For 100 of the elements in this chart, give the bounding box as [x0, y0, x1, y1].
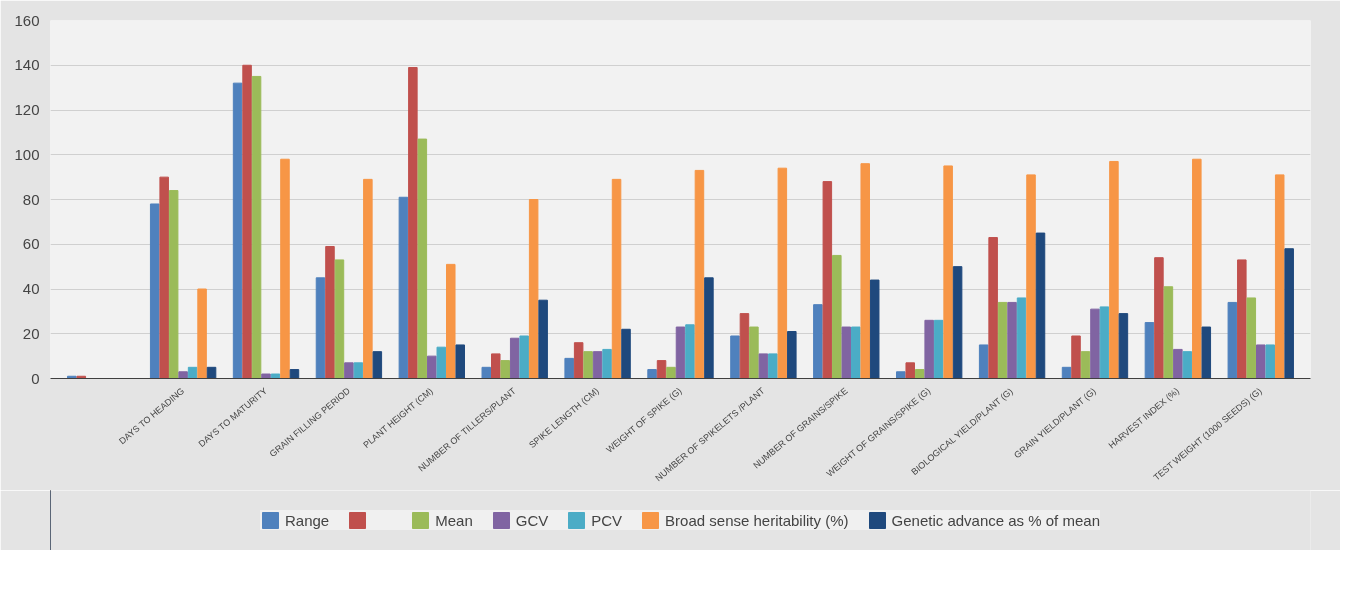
bar: [1118, 313, 1129, 379]
bar: [1099, 306, 1110, 379]
bar: [813, 304, 823, 379]
bar: [398, 196, 409, 379]
bar: [509, 337, 520, 379]
bar: [538, 299, 548, 379]
bar: [1256, 344, 1266, 379]
bar: [344, 362, 354, 379]
bar: [943, 165, 953, 379]
bar: [860, 163, 870, 379]
bar: [933, 319, 944, 379]
bar: [592, 351, 603, 379]
bar: [232, 82, 243, 379]
bar: [436, 346, 447, 379]
bar: [446, 263, 456, 379]
y-tick-label: 160: [14, 11, 40, 29]
bar: [149, 203, 160, 379]
bar: [704, 277, 714, 379]
bar: [206, 366, 217, 379]
bar: [325, 245, 335, 379]
bar: [777, 167, 788, 379]
bar: [675, 326, 686, 379]
bar: [427, 355, 437, 379]
bar: [822, 181, 833, 379]
bar: [768, 353, 778, 379]
y-tick-label: 80: [22, 190, 40, 208]
legend-label: PCV: [591, 511, 623, 529]
bar: [1163, 286, 1174, 379]
bar: [334, 259, 345, 379]
bar: [528, 199, 539, 379]
bar: [787, 331, 797, 379]
bar: [583, 351, 593, 379]
bar: [730, 335, 740, 379]
y-tick-label: 120: [14, 101, 40, 118]
bar: [363, 178, 373, 379]
bar: [242, 64, 252, 379]
y-tick-label: 140: [14, 56, 40, 74]
bar: [611, 178, 622, 379]
bar: [749, 326, 759, 379]
bar: [997, 301, 1008, 379]
bar: [372, 351, 383, 379]
bar: [1071, 335, 1081, 379]
bar: [417, 138, 428, 379]
bar: [1007, 301, 1017, 379]
bar: [924, 319, 934, 379]
bar: [491, 353, 501, 379]
bar: [869, 279, 880, 379]
bar: [168, 190, 179, 379]
bar: [647, 369, 657, 379]
bar: [621, 328, 631, 379]
bar: [353, 362, 364, 379]
bar: [500, 360, 510, 379]
bar: [1080, 351, 1091, 379]
bar: [1090, 308, 1100, 379]
bar: [1192, 158, 1202, 379]
bar: [1109, 160, 1119, 379]
bar: [564, 357, 574, 379]
bar: [896, 371, 906, 379]
y-tick-label: 100: [14, 145, 40, 163]
bar: [261, 373, 271, 379]
bar: [315, 277, 326, 379]
bar: [666, 366, 676, 379]
bar: [1265, 344, 1275, 379]
bar: [602, 348, 612, 379]
bar: [1144, 322, 1155, 379]
bar: [988, 237, 998, 379]
y-tick-label: 40: [22, 280, 40, 297]
bar: [1026, 174, 1036, 379]
legend-label: Genetic advance as % of mean: [891, 511, 1100, 529]
bar: [1227, 301, 1238, 379]
bar: [905, 362, 915, 379]
bar: [758, 353, 769, 379]
bar: [1237, 259, 1247, 379]
legend-label: Broad sense heritability (%): [665, 511, 849, 529]
bar: [832, 254, 842, 379]
bar: [1061, 366, 1072, 379]
bar: [1154, 257, 1164, 379]
bar: [978, 344, 989, 379]
bar: [270, 373, 281, 379]
bar: [289, 369, 300, 379]
bar: [251, 75, 262, 379]
bar: [656, 360, 667, 379]
bar: [739, 313, 750, 379]
bar: [1035, 232, 1046, 379]
y-tick-label: 20: [22, 324, 40, 342]
legend-label: GCV: [515, 511, 549, 529]
bar: [1182, 351, 1193, 379]
bar: [408, 66, 418, 379]
bar: [1201, 326, 1212, 379]
bar: [178, 371, 188, 379]
bar: [1246, 297, 1257, 379]
y-tick-label: 60: [22, 235, 40, 253]
bar: [1173, 348, 1183, 379]
bar: [1016, 297, 1027, 379]
bar: [952, 266, 963, 379]
y-tick-label: 0: [31, 369, 40, 387]
bar: [914, 369, 925, 379]
bar: [1274, 174, 1285, 379]
bar: [455, 344, 465, 379]
bar: [197, 288, 207, 379]
